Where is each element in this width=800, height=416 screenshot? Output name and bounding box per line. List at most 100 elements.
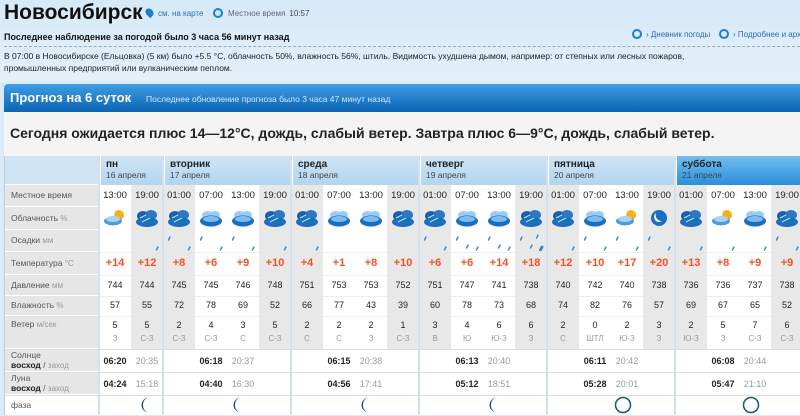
day-divider <box>290 156 292 415</box>
map-link-label[interactable]: см. на карте <box>158 9 204 18</box>
wind-cell: 6 Ю-З <box>483 316 515 349</box>
wind-direction: З <box>656 334 662 343</box>
wind-cell: 6 С-З <box>771 316 800 349</box>
pressure-value: 747 <box>459 280 475 290</box>
precipitation-2-icon <box>579 230 611 252</box>
diary-link[interactable]: › Дневник погоды <box>632 29 710 39</box>
observation-text: В 07:00 в Новосибирске (Ельцовка) (5 км)… <box>4 51 685 73</box>
slot-time: 19:00 <box>771 185 800 207</box>
day-header: пятница 20 апреля <box>547 156 675 185</box>
divider <box>4 46 800 47</box>
precipitation-0-icon <box>387 230 419 252</box>
day-name: пятница <box>554 159 595 170</box>
local-time-value: 10:57 <box>289 9 310 18</box>
slot-time: 13:00 <box>359 190 383 201</box>
humidity-label: Влажность <box>11 300 55 310</box>
slot-time: 01:00 <box>291 185 323 207</box>
day-date: 16 апреля <box>106 170 146 180</box>
overcast-icon <box>675 207 707 230</box>
humidity-value: 82 <box>589 300 600 310</box>
archive-link[interactable]: › Подробнее и архив <box>719 29 800 39</box>
rise-label: восход <box>11 360 41 370</box>
wind-speed: 2 <box>176 320 182 330</box>
day-divider <box>162 156 164 415</box>
city-title: Новосибирск <box>4 1 143 24</box>
day-name: среда <box>298 159 328 170</box>
temperature-value: +18 <box>515 252 547 275</box>
wind-cell: 5 С-З <box>131 316 163 349</box>
humidity-value: 66 <box>291 296 323 316</box>
wind-speed: 2 <box>304 320 310 330</box>
sun-set-time: 20:35 <box>135 356 159 366</box>
precipitation-2-icon <box>419 230 451 252</box>
forecast-title: Прогноз на 6 суток <box>10 90 132 105</box>
day-date: 17 апреля <box>170 170 210 180</box>
cloud-label: Облачность <box>11 212 59 223</box>
wind-cell: 1 С-З <box>387 316 419 349</box>
temperature-value: +9 <box>771 252 800 275</box>
humidity-value: 52 <box>259 296 291 316</box>
partly-sunny-icon <box>99 207 131 230</box>
precipitation-2-icon <box>771 230 800 252</box>
wind-direction: Ю-З <box>683 334 699 343</box>
cloudy-icon <box>451 207 483 230</box>
wind-direction: З <box>528 334 534 343</box>
precipitation-1-icon <box>739 230 771 252</box>
temperature-value: +6 <box>204 257 218 269</box>
row-divider <box>5 349 800 350</box>
row-label-temp: Температура °C <box>5 252 99 275</box>
slot-time: 19:00 <box>387 185 419 207</box>
slot-time: 07:00 <box>199 190 223 201</box>
humidity-value: 57 <box>109 300 120 310</box>
pressure-value: 736 <box>675 275 707 296</box>
cloudy-icon <box>323 207 355 230</box>
precipitation-2-icon <box>163 230 195 252</box>
archive-link-label[interactable]: Подробнее и архив <box>737 30 800 39</box>
overcast-icon <box>163 207 195 230</box>
precipitation-1-icon <box>707 230 739 252</box>
row-label-precip: Осадки мм <box>5 230 99 252</box>
temperature-value: +12 <box>547 252 579 275</box>
slot-time: 01:00 <box>163 185 195 207</box>
diary-link-label[interactable]: Дневник погоды <box>650 30 711 39</box>
last-observation: Последнее наблюдение за погодой было 3 ч… <box>4 32 290 42</box>
wind-speed: 2 <box>688 320 694 330</box>
pressure-value: 738 <box>771 275 800 296</box>
wind-speed: 0 <box>592 320 598 330</box>
wind-cell: 2 Ю-З <box>675 316 707 349</box>
humidity-value: 78 <box>205 300 216 310</box>
overcast-icon <box>291 207 323 230</box>
map-link[interactable]: см. на карте <box>143 6 204 19</box>
pressure-value: 753 <box>331 280 347 290</box>
wind-direction: З <box>112 334 118 343</box>
overcast-icon <box>515 207 547 230</box>
pressure-value: 751 <box>291 275 323 296</box>
precipitation-0-icon <box>323 230 355 252</box>
partly-sunny-icon <box>707 207 739 230</box>
wind-speed: 6 <box>528 320 534 330</box>
wind-unit: м/сек <box>36 320 57 329</box>
temperature-value: +8 <box>163 252 195 275</box>
wind-speed: 2 <box>560 320 566 330</box>
moon-rise-time: 05:12 <box>455 379 479 389</box>
sun-label: Солнце <box>11 350 41 360</box>
wind-direction: С-З <box>780 334 794 343</box>
slot-time: 13:00 <box>103 190 127 201</box>
top-header: Новосибирск см. на карте Местное время 10… <box>0 0 800 82</box>
cloudy-icon <box>739 207 771 230</box>
overcast-icon <box>387 207 419 230</box>
day-name: пн <box>106 159 119 170</box>
pie-chart-icon <box>632 29 642 39</box>
phase-label: фаза <box>11 400 32 410</box>
day-divider <box>98 156 100 415</box>
slot-time: 01:00 <box>675 185 707 207</box>
row-label-time: Местное время <box>5 185 99 207</box>
moon-set-time: 20:01 <box>615 379 639 389</box>
slot-time: 19:00 <box>131 185 163 207</box>
sun-set-time: 20:42 <box>615 356 639 366</box>
humidity-value: 55 <box>131 296 163 316</box>
moon-phase-waning-crescent-icon <box>351 396 383 416</box>
